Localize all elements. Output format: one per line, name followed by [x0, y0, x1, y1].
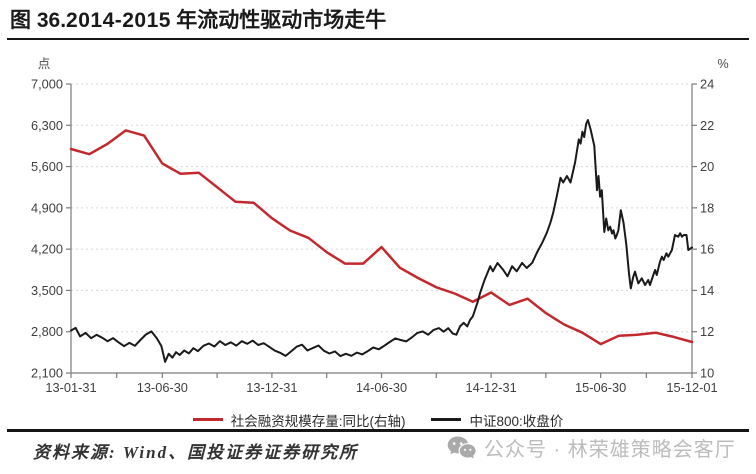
x-tick-label: 15-12-01 — [666, 380, 717, 395]
figure-title: 图 36.2014-2015 年流动性驱动市场走牛 — [10, 5, 386, 36]
left-tick-label: 5,600 — [31, 159, 63, 174]
legend-item-csi800: 中证800:收盘价 — [431, 410, 563, 430]
right-tick-label: 24 — [700, 77, 714, 92]
x-tick-label: 14-12-31 — [465, 380, 516, 395]
legend-item-social-financing: 社会融资规模存量:同比(右轴) — [192, 410, 406, 430]
left-tick-label: 4,200 — [31, 242, 63, 257]
csi800-close-line — [70, 119, 693, 363]
legend-label-social-financing: 社会融资规模存量:同比(右轴) — [230, 413, 406, 429]
figure-title-years: 2014-2015 — [66, 9, 171, 32]
left-tick-label: 6,300 — [31, 118, 63, 133]
title-divider — [7, 38, 749, 40]
legend-line-red — [192, 418, 223, 421]
source-text: 资料来源: Wind、国投证券证券研究所 — [33, 443, 359, 462]
wechat-icon — [447, 436, 476, 458]
x-tick-label: 14-06-30 — [356, 380, 407, 395]
right-axis-unit: % — [717, 57, 728, 71]
right-tick-label: 10 — [700, 366, 714, 381]
watermark: 公众号 · 林荣雄策略会客厅 — [446, 433, 736, 462]
chart-legend: 社会融资规模存量:同比(右轴) 中证800:收盘价 — [0, 410, 756, 430]
left-axis-unit: 点 — [38, 57, 51, 71]
x-tick-label: 13-01-31 — [45, 380, 96, 395]
x-tick-label: 13-06-30 — [137, 380, 188, 395]
x-tick-label: 15-06-30 — [575, 380, 626, 395]
right-tick-label: 12 — [700, 324, 714, 339]
right-tick-label: 22 — [700, 118, 714, 133]
footer-divider — [7, 429, 749, 432]
right-tick-label: 18 — [700, 200, 714, 215]
left-tick-label: 4,900 — [31, 200, 63, 215]
left-tick-label: 2,100 — [31, 366, 63, 381]
watermark-text: 公众号 · 林荣雄策略会客厅 — [484, 439, 736, 461]
legend-label-csi800: 中证800:收盘价 — [469, 413, 564, 429]
figure-title-text: 年流动性驱动市场走牛 — [170, 8, 387, 32]
right-tick-label: 14 — [700, 283, 714, 298]
x-tick-label: 13-12-31 — [246, 380, 297, 395]
right-tick-label: 20 — [700, 159, 714, 174]
social-financing-yoy-line — [69, 129, 694, 346]
left-tick-label: 7,000 — [31, 77, 63, 92]
left-tick-label: 3,500 — [31, 283, 63, 298]
legend-line-black — [431, 418, 462, 421]
left-tick-label: 2,800 — [31, 324, 63, 339]
figure-number-label: 图 36. — [10, 9, 67, 32]
right-tick-label: 16 — [700, 242, 714, 257]
